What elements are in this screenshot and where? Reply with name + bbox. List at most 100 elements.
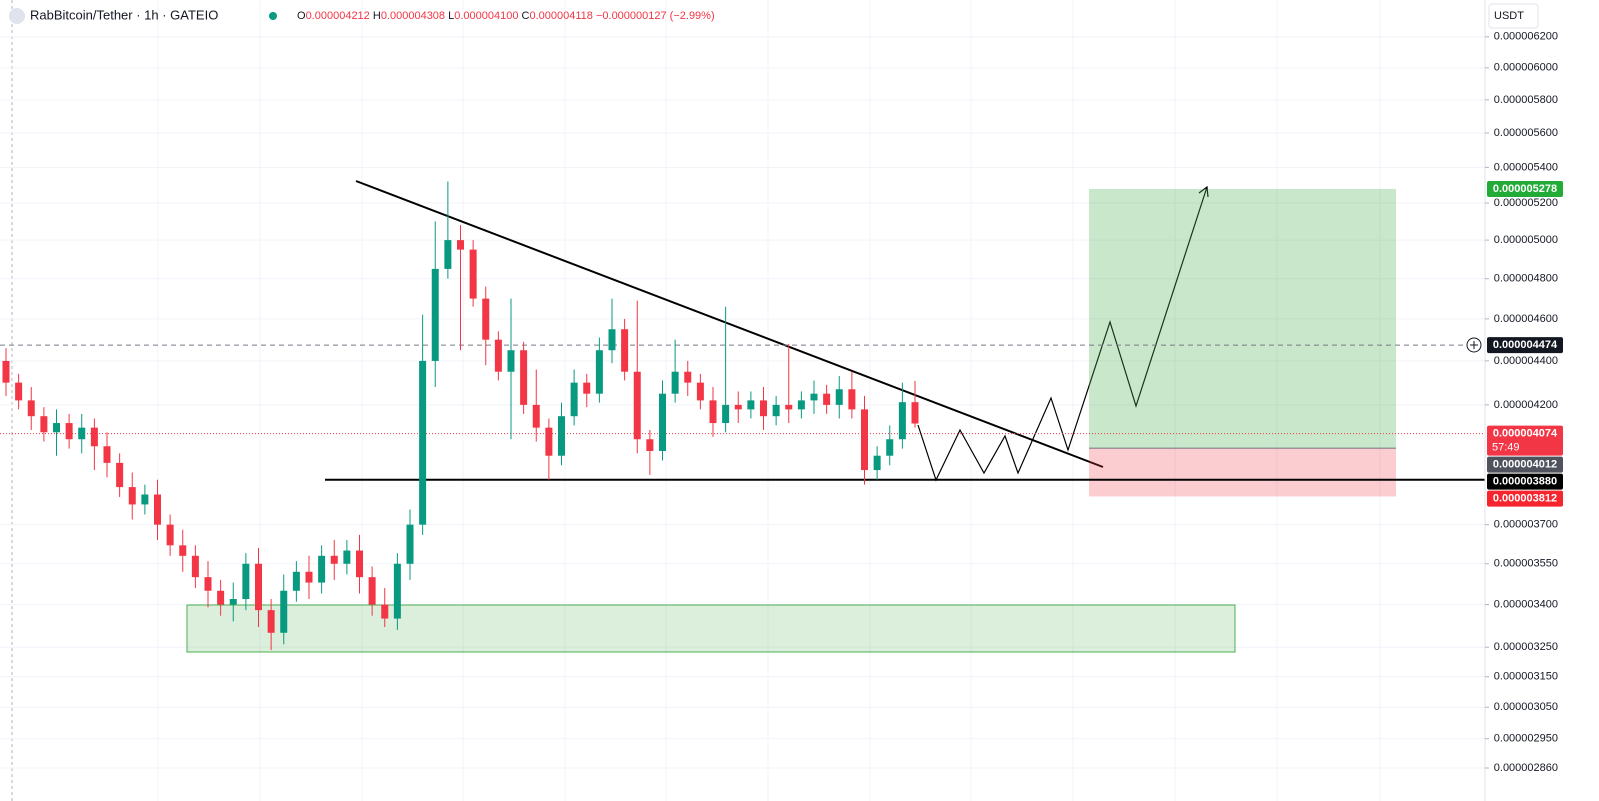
candle-body [255, 563, 262, 611]
y-tick-label: 0.000004600 [1494, 313, 1558, 325]
candle-body [318, 555, 326, 583]
y-tick-label: 0.000005600 [1494, 127, 1558, 139]
ohlc-key: L [448, 10, 454, 22]
price-tag [1487, 473, 1563, 490]
y-tick-label: 0.000004200 [1494, 399, 1558, 411]
y-tick-label: 0.000003400 [1494, 598, 1558, 610]
candle-body [608, 329, 616, 351]
candle-body [583, 382, 591, 394]
candle-body [646, 439, 654, 451]
ohlc-value: 0.000004100 [454, 10, 518, 22]
candle-body [507, 350, 515, 372]
y-tick-label: 0.000003700 [1494, 519, 1558, 531]
y-tick-label: 0.000004400 [1494, 355, 1558, 367]
candle-body [141, 494, 149, 505]
candle-body [621, 329, 629, 372]
candle-body [482, 298, 490, 340]
price-scale-bg [1485, 0, 1566, 801]
price-tag-label: 0.000004012 [1493, 459, 1557, 471]
candle-body [330, 555, 338, 564]
price-scale: 0.000006200 0.000006000 0.000005800 0.00000… [1484, 0, 1566, 801]
candle-body [671, 371, 679, 394]
drawings [0, 180, 1485, 653]
y-tick-label: 0.000003050 [1494, 701, 1558, 713]
candle-body [40, 416, 48, 433]
candle-body [861, 409, 868, 471]
price-tag [1487, 180, 1563, 197]
candle-body [734, 404, 742, 410]
candle-body [595, 350, 603, 394]
price-tag-label: 0.000003880 [1493, 476, 1557, 488]
y-tick-label: 0.000005000 [1494, 234, 1558, 246]
candle-body [772, 404, 780, 417]
candle-body [381, 604, 389, 619]
symbol-title: RabBitcoin/Tether · 1h · GATEIO [30, 7, 218, 22]
countdown: 57:49 [1492, 442, 1520, 454]
candle-body [179, 545, 187, 556]
candle-body [810, 393, 818, 401]
demand-zone [186, 604, 1236, 653]
y-tick-label: 0.000004800 [1494, 273, 1558, 285]
y-tick-label: 0.000003550 [1494, 558, 1558, 570]
price-tag [1487, 337, 1563, 354]
candle-body [2, 360, 10, 383]
header: RabBitcoin/Tether · 1h · GATEIO O0.00000… [9, 3, 1539, 353]
ohlc-value: 0.000004118 [529, 10, 592, 22]
symbol-logo [9, 8, 25, 24]
candle-body [785, 404, 793, 410]
currency-select[interactable] [1488, 3, 1539, 29]
candle-body [797, 400, 805, 410]
price-tag-label: 0.000003812 [1493, 493, 1557, 505]
price-tag-label: 0.000004074 [1493, 428, 1558, 440]
change: −0.000000127 (−2.99%) [596, 10, 715, 22]
price-tag-label: 0.000004474 [1493, 339, 1558, 351]
candle-body [570, 382, 578, 417]
candle-body [305, 571, 313, 583]
candle-body [545, 427, 553, 456]
candle-body [103, 446, 111, 463]
candle-body [65, 423, 73, 440]
candle-body [191, 555, 199, 578]
candle-body [760, 400, 767, 417]
ohlc-key: C [522, 10, 530, 22]
candle-body [520, 350, 528, 405]
candle-body [873, 455, 881, 471]
candle-body [911, 402, 919, 424]
price-tag [1487, 425, 1563, 456]
market-status [269, 12, 277, 20]
y-tick-label: 0.000006200 [1494, 31, 1558, 43]
candle-body [116, 462, 124, 488]
candle-body [406, 524, 414, 564]
projection-path [917, 186, 1208, 482]
candle-body [166, 524, 174, 546]
candle-body [292, 571, 300, 591]
candle-body [27, 400, 35, 417]
y-tick-label: 0.000005200 [1494, 197, 1558, 209]
ohlc-value: 0.000004308 [381, 10, 445, 22]
candle-body [747, 400, 755, 410]
y-tick-label: 0.000002860 [1494, 762, 1558, 774]
ohlc-value: 0.000004212 [306, 10, 370, 22]
y-tick-label: 0.000005800 [1494, 94, 1558, 106]
candle-body [494, 339, 502, 372]
candle-body [431, 268, 439, 361]
y-tick-label: 0.000006000 [1494, 62, 1558, 74]
candle-body [558, 416, 565, 456]
candle-body [343, 550, 351, 564]
currency-label[interactable]: USDT [1494, 10, 1524, 22]
candle-body [709, 400, 717, 424]
alert-plus-icon [1470, 341, 1478, 349]
y-tick-label: 0.000003150 [1494, 671, 1558, 683]
candle-body [204, 577, 212, 591]
candle-body [15, 382, 23, 401]
candle-body [684, 371, 692, 383]
candle-body [659, 393, 666, 451]
candle-body [217, 590, 225, 605]
candle-body [242, 563, 250, 600]
candle-body [633, 371, 641, 440]
candle-body [835, 389, 843, 405]
price-tag-label: 0.000005278 [1493, 183, 1557, 195]
candle-body [229, 599, 237, 605]
projection-arrow [1198, 185, 1209, 198]
